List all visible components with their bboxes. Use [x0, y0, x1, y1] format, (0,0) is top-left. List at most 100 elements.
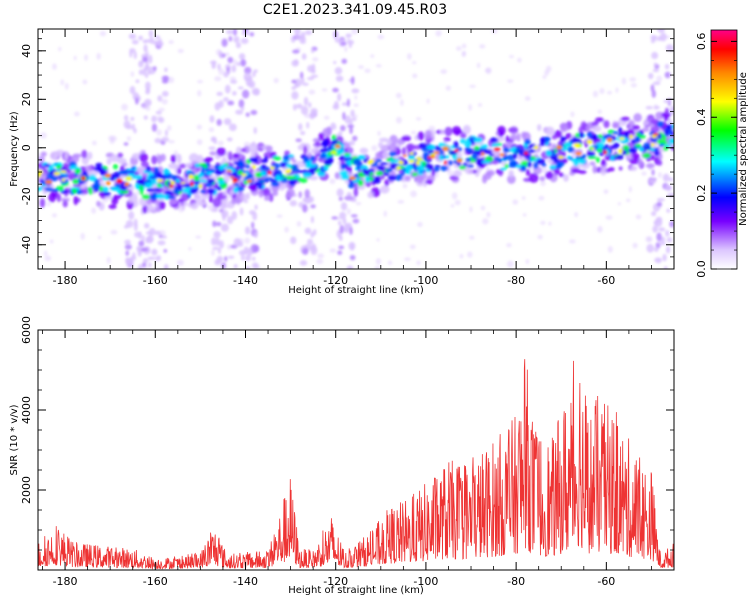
heat-band-blob — [138, 69, 143, 75]
heat-band-blob — [649, 178, 657, 184]
heat-speckle — [58, 47, 62, 52]
heat-speckle — [121, 103, 128, 111]
heat-band-blob — [123, 142, 129, 146]
heat-band-blob — [332, 87, 339, 93]
heat-band-blob — [349, 254, 356, 261]
heat-band-blob — [226, 137, 233, 142]
heat-hot-blob — [241, 173, 247, 177]
colorbar-tick-label: 0.2 — [695, 184, 708, 202]
heat-halo-blob — [444, 126, 453, 137]
heat-speckle — [508, 54, 515, 59]
heat-speckle — [459, 254, 464, 259]
heat-band-blob — [123, 115, 129, 121]
heat-band-blob — [251, 262, 259, 269]
heat-speckle — [40, 132, 47, 139]
heat-band-blob — [352, 218, 360, 224]
heat-core-blob — [206, 171, 213, 175]
heat-core-blob — [527, 161, 532, 168]
heat-speckle — [158, 107, 165, 112]
heat-halo-blob — [117, 152, 124, 158]
colorbar: 0.0 0.2 0.4 0.6 Normalized spectral amplitu… — [695, 29, 749, 278]
heat-core-blob — [139, 184, 144, 191]
heat-speckle — [84, 54, 89, 61]
heat-speckle — [467, 251, 473, 258]
heat-hot-blob — [454, 148, 459, 153]
heat-core-blob — [539, 137, 546, 144]
heat-band-blob — [147, 70, 151, 75]
heat-core-blob — [458, 165, 467, 170]
heat-core-blob — [127, 170, 136, 174]
heat-core-blob — [198, 162, 207, 167]
heat-speckle — [628, 186, 632, 193]
heat-halo-blob — [136, 166, 145, 174]
heat-band-blob — [351, 117, 357, 121]
heat-core-blob — [399, 172, 405, 177]
heat-band-blob — [347, 39, 355, 45]
heat-speckle — [370, 54, 375, 58]
heat-speckle — [506, 243, 512, 248]
heat-core-blob — [164, 190, 173, 196]
snr-series-line — [38, 359, 674, 570]
heat-band-blob — [208, 146, 216, 150]
heat-band-blob — [226, 216, 234, 225]
heat-speckle — [542, 75, 547, 80]
heat-speckle — [60, 79, 64, 86]
heat-band-blob — [291, 91, 299, 100]
heat-halo-blob — [642, 127, 650, 132]
heat-core-blob — [571, 158, 578, 163]
heat-band-blob — [311, 48, 315, 54]
heat-band-blob — [137, 249, 142, 257]
heat-speckle — [168, 40, 174, 45]
heat-halo-blob — [603, 120, 610, 129]
heat-halo-blob — [48, 192, 56, 203]
heat-band-blob — [223, 71, 229, 78]
heat-band-blob — [220, 223, 229, 232]
heat-halo-blob — [558, 172, 564, 178]
heat-speckle — [540, 166, 548, 174]
heat-speckle — [354, 95, 358, 100]
heat-speckle — [632, 242, 638, 249]
heat-band-blob — [154, 230, 162, 236]
heat-hot-blob — [429, 154, 436, 159]
heat-core-blob — [149, 175, 159, 180]
heat-hot-blob — [124, 182, 130, 187]
heat-band-blob — [124, 244, 132, 250]
heat-band-blob — [151, 115, 157, 123]
heat-core-blob — [663, 146, 669, 152]
heat-band-blob — [662, 253, 667, 262]
heat-band-blob — [655, 216, 663, 224]
heat-band-blob — [335, 75, 344, 82]
heat-halo-blob — [231, 197, 237, 205]
heat-halo-blob — [443, 137, 451, 142]
heat-halo-blob — [113, 194, 122, 200]
y-tick-label: -40 — [20, 236, 33, 254]
heat-hot-blob — [61, 178, 66, 182]
heat-core-blob — [198, 179, 208, 183]
y-tick-label: 20 — [20, 92, 33, 106]
heat-halo-blob — [151, 155, 158, 165]
heat-band-blob — [651, 51, 659, 60]
heat-band-blob — [654, 246, 659, 252]
heat-band-blob — [658, 227, 666, 232]
heat-speckle — [656, 75, 663, 82]
heat-halo-blob — [517, 156, 523, 161]
heat-core-blob — [291, 166, 300, 173]
heat-core-blob — [515, 146, 522, 150]
heat-speckle — [506, 260, 514, 268]
heat-halo-blob — [179, 163, 187, 169]
heat-hot-blob — [396, 166, 401, 171]
heat-core-blob — [233, 186, 239, 194]
heat-speckle — [402, 183, 408, 189]
heat-core-blob — [498, 157, 503, 164]
heat-halo-blob — [618, 166, 623, 171]
heat-band-blob — [230, 79, 238, 84]
heat-core-blob — [544, 136, 551, 142]
heat-core-blob — [642, 152, 651, 159]
heat-hot-blob — [575, 151, 582, 156]
x-tick-label: -100 — [413, 274, 438, 287]
heat-speckle — [344, 46, 348, 53]
heat-halo-blob — [379, 137, 390, 143]
heat-core-blob — [244, 175, 252, 180]
heat-core-blob — [347, 182, 355, 189]
heat-core-blob — [173, 187, 180, 195]
